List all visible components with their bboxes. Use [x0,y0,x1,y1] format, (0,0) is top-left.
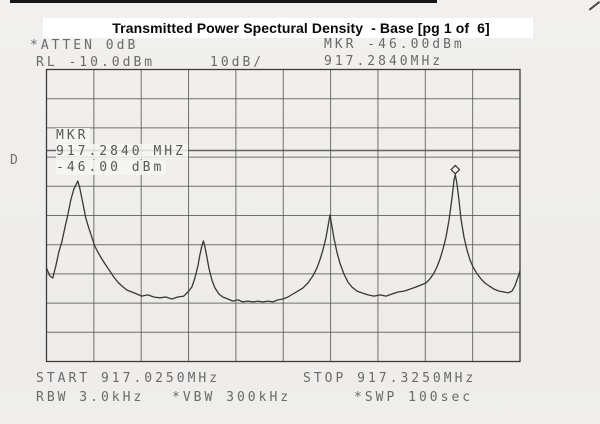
marker-box-label: MKR [56,128,91,143]
page-title: Transmitted Power Spectural Density - Ba… [112,20,490,36]
marker-freq-readout: 917.2840MHz [324,54,444,69]
marker-diamond-icon [450,164,461,175]
page-title-box: Transmitted Power Spectural Density - Ba… [43,18,533,38]
marker-amp-readout: MKR -46.00dBm [324,37,465,52]
stop-freq-readout: STOP 917.3250MHz [303,371,477,386]
vbw-readout: *VBW 300kHz [172,390,292,405]
rbw-readout: RBW 3.0kHz [36,390,145,405]
display-line-label: D [10,153,21,168]
swp-readout: *SWP 100sec [354,390,474,405]
marker-box-frequency: 917.2840 MHZ [56,144,188,159]
scan-top-edge-mark [10,0,437,3]
atten-readout: *ATTEN 0dB [30,38,139,53]
ref-level-readout: RL -10.0dBm [36,55,156,70]
marker-box-amplitude: -46.00 dBm [56,160,167,175]
start-freq-readout: START 917.0250MHz [36,371,221,386]
spectrum-trace [45,173,521,303]
graticule-border [45,68,521,363]
scale-readout: 10dB/ [210,55,265,70]
